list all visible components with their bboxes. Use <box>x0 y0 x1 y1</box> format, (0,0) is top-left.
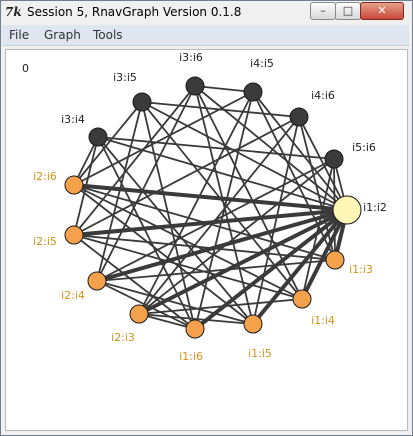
graph-edge <box>73 91 254 186</box>
graph-edge <box>300 209 349 300</box>
graph-edge <box>194 85 254 93</box>
close-button[interactable]: ✕ <box>360 2 404 20</box>
graph-edge <box>73 85 196 236</box>
title-bar: 7k Session 5, RnavGraph Version 0.1.8 – … <box>1 1 412 25</box>
graph-node[interactable] <box>243 314 263 334</box>
node-label: i1:i5 <box>248 347 272 360</box>
node-label: i3:i6 <box>179 51 203 64</box>
menu-file[interactable]: File <box>9 28 30 42</box>
node-label: i1:i2 <box>363 201 387 214</box>
graph-edge <box>96 259 336 282</box>
graph-edge <box>96 280 254 325</box>
graph-node[interactable] <box>129 304 149 324</box>
graph-edge <box>73 208 348 237</box>
graph-edge <box>73 184 254 325</box>
graph-node[interactable] <box>324 149 344 169</box>
graph-node[interactable] <box>185 76 205 96</box>
state-counter: 0 <box>22 62 29 75</box>
graph-edge <box>138 91 254 315</box>
graph-node[interactable] <box>243 82 263 102</box>
graph-edge <box>251 208 349 326</box>
menu-bar: File Graph Tools <box>2 25 409 46</box>
graph-edge <box>252 116 300 325</box>
graph-node[interactable] <box>88 127 108 147</box>
graph-edge <box>97 136 254 325</box>
graph-edge <box>194 85 303 300</box>
node-label: i1:i3 <box>349 263 373 276</box>
graph-edge <box>138 313 196 330</box>
edge-layer <box>73 85 349 331</box>
graph-edge <box>194 85 348 211</box>
graph-node[interactable] <box>325 250 345 270</box>
graph-edge <box>97 136 348 211</box>
graph-edge <box>73 101 143 186</box>
graph-edge <box>301 158 335 300</box>
graph-edge <box>138 158 335 315</box>
node-label: i2:i3 <box>111 331 135 344</box>
node-label: i4:i6 <box>311 89 335 102</box>
graph-node[interactable] <box>185 319 205 339</box>
menu-tools[interactable]: Tools <box>93 28 123 42</box>
graph-node[interactable] <box>332 195 362 225</box>
graph-node[interactable] <box>292 289 312 309</box>
graph-edge <box>193 208 349 331</box>
graph-node[interactable] <box>289 107 309 127</box>
maximize-button[interactable]: □ <box>335 2 361 20</box>
tk-feather-icon: 7k <box>5 5 22 19</box>
graph-edge <box>141 101 300 118</box>
graph-edge <box>73 234 196 330</box>
graph-edge <box>96 101 143 282</box>
graph-edge <box>298 116 348 211</box>
graph-edge <box>252 91 348 211</box>
graph-edge <box>96 158 335 282</box>
node-label: i5:i6 <box>352 141 376 154</box>
menu-graph[interactable]: Graph <box>44 28 81 42</box>
graph-edge <box>194 85 254 325</box>
node-label: i3:i5 <box>113 71 137 84</box>
graph-edge <box>298 116 336 261</box>
node-label: i1:i4 <box>311 314 335 327</box>
graph-edge <box>138 116 300 315</box>
window-title: Session 5, RnavGraph Version 0.1.8 <box>27 5 242 19</box>
graph-node[interactable] <box>64 225 84 245</box>
graph-edge <box>138 313 254 325</box>
graph-edge <box>97 136 335 160</box>
graph-edge <box>138 208 348 316</box>
graph-edge <box>73 183 348 212</box>
graph-edge <box>96 85 196 282</box>
graph-node[interactable] <box>87 271 107 291</box>
graph-node[interactable] <box>132 92 152 112</box>
graph-svg[interactable]: i3:i6 i4:i5 i3:i5 i4:i6 i3:i4 i5:i6 i2:i6 i1:i2… <box>6 50 409 432</box>
node-label: i1:i6 <box>179 350 203 363</box>
node-label: i4:i5 <box>250 57 274 70</box>
graph-edge <box>97 136 196 330</box>
node-label: i2:i6 <box>33 170 57 183</box>
graph-edge <box>73 116 300 236</box>
node-label: i3:i4 <box>61 113 85 126</box>
graph-node[interactable] <box>64 175 84 195</box>
graph-edge <box>96 208 348 283</box>
graph-edge <box>141 101 348 211</box>
graph-edge <box>73 234 303 300</box>
graph-edge <box>96 280 196 330</box>
graph-canvas[interactable]: 0 i3:i6 i4:i5 i3:i5 i4:i6 i3:i4 i5:i6 i2:i6 i1:… <box>5 49 408 431</box>
node-label: i2:i4 <box>61 289 85 302</box>
node-label: i2:i5 <box>33 235 57 248</box>
graph-edge <box>73 184 303 300</box>
minimize-button[interactable]: – <box>310 2 336 20</box>
